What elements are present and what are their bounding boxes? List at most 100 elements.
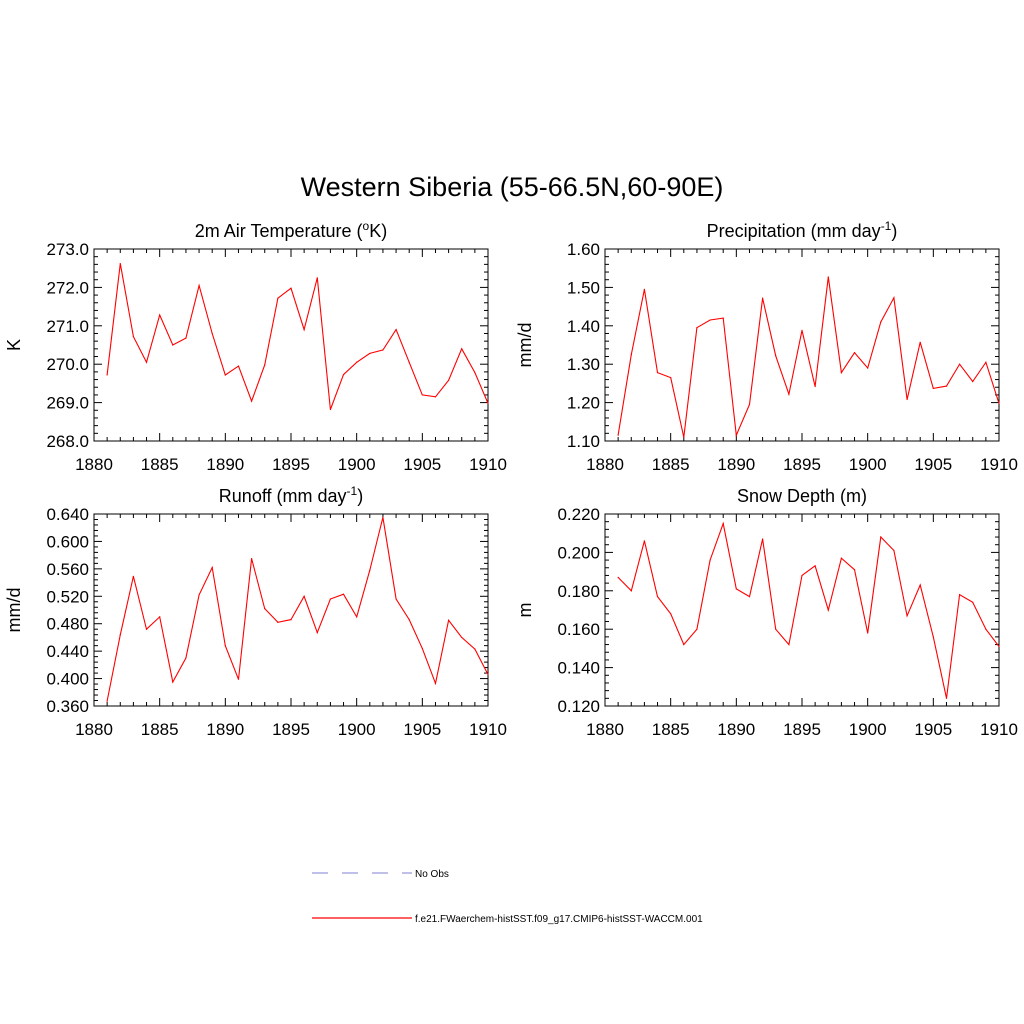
- data-point: [224, 374, 226, 376]
- y-tick-label: 0.600: [46, 532, 89, 551]
- data-point: [461, 636, 463, 639]
- data-point: [474, 372, 476, 374]
- y-axis-label: K: [4, 339, 24, 351]
- chart-runoff: 0.360 0.400 0.440 0.480 0.520 0.560 0.600 0.640…: [4, 484, 507, 739]
- data-point: [709, 319, 711, 321]
- plot-frame: [93, 248, 489, 442]
- y-tick-label: 272.0: [46, 278, 89, 297]
- data-point: [461, 348, 463, 350]
- y-tick-label: 0.200: [557, 543, 600, 562]
- x-tick-label: 1910: [980, 455, 1018, 474]
- y-tick-label: 269.0: [46, 394, 89, 413]
- data-point: [211, 332, 213, 335]
- data-point: [683, 643, 685, 646]
- chart-precip: 1.10 1.20 1.30 1.40 1.50 1.60 1880 1885 1890 1895…: [515, 219, 1018, 474]
- y-tick-label: 1.30: [567, 355, 600, 374]
- data-point: [474, 648, 476, 650]
- y-tick-label: 1.40: [567, 317, 600, 336]
- data-point: [683, 436, 685, 438]
- page-title: Western Siberia (55-66.5N,60-90E): [301, 172, 724, 202]
- data-point: [959, 363, 961, 365]
- chart-title: Runoff (mm day-1): [219, 484, 363, 506]
- y-tick-label: 271.0: [46, 317, 89, 336]
- data-point: [643, 540, 646, 542]
- data-point: [277, 621, 279, 623]
- y-tick-label: 0.220: [557, 505, 600, 524]
- data-point: [237, 365, 240, 367]
- x-tick-label: 1880: [75, 455, 113, 474]
- data-point: [656, 372, 659, 374]
- data-point: [748, 403, 751, 406]
- data-point: [237, 678, 240, 680]
- x-tick-label: 1910: [469, 455, 507, 474]
- y-tick-label: 0.160: [557, 620, 600, 639]
- data-point: [316, 277, 318, 279]
- x-tick-label: 1880: [586, 455, 624, 474]
- data-point: [198, 594, 200, 596]
- data-point: [448, 619, 450, 621]
- data-point: [722, 523, 724, 525]
- data-point: [198, 284, 200, 287]
- data-point: [290, 287, 292, 289]
- y-tick-label: 1.60: [567, 240, 600, 259]
- y-tick-label: 0.400: [46, 670, 89, 689]
- data-point: [172, 344, 174, 346]
- chart-title: Snow Depth (m): [737, 486, 867, 506]
- data-point: [827, 609, 829, 611]
- data-point: [998, 645, 1000, 648]
- data-point: [867, 632, 869, 634]
- data-point: [106, 700, 108, 702]
- x-tick-label: 1910: [980, 720, 1018, 739]
- series-line: [617, 521, 1000, 699]
- data-point: [748, 595, 751, 598]
- data-point: [735, 588, 737, 590]
- data-point: [959, 594, 961, 596]
- x-tick-label: 1890: [206, 720, 244, 739]
- data-point: [316, 632, 318, 634]
- data-point: [421, 647, 423, 650]
- x-tick-label: 1890: [206, 455, 244, 474]
- data-point: [356, 361, 358, 363]
- legend-label: No Obs: [415, 869, 449, 880]
- data-point: [448, 379, 450, 381]
- x-tick-label: 1895: [272, 455, 310, 474]
- x-tick-label: 1905: [403, 720, 441, 739]
- data-point: [132, 575, 134, 578]
- data-point: [814, 385, 816, 388]
- data-point: [172, 681, 174, 683]
- x-tick-label: 1900: [849, 720, 887, 739]
- data-point: [487, 673, 489, 676]
- x-tick-label: 1905: [914, 720, 952, 739]
- data-point: [840, 372, 843, 374]
- data-point: [329, 598, 331, 600]
- data-point: [762, 297, 764, 299]
- data-point: [919, 584, 921, 586]
- x-tick-label: 1895: [272, 720, 310, 739]
- x-tick-label: 1885: [652, 720, 690, 739]
- data-point: [630, 354, 632, 356]
- x-tick-label: 1910: [469, 720, 507, 739]
- x-tick-label: 1880: [75, 720, 113, 739]
- y-axis-label: mm/d: [515, 323, 535, 368]
- data-point: [251, 557, 253, 560]
- series-line: [106, 263, 489, 410]
- data-point: [290, 619, 292, 621]
- data-point: [382, 349, 384, 351]
- data-point: [735, 434, 737, 436]
- data-point: [251, 400, 253, 402]
- data-point: [788, 643, 790, 646]
- plot-frame: [93, 513, 489, 707]
- data-point: [145, 628, 148, 630]
- y-axis-label: mm/d: [4, 588, 24, 633]
- y-tick-label: 0.520: [46, 587, 89, 606]
- data-point: [159, 314, 161, 316]
- data-point: [106, 374, 108, 376]
- data-point: [801, 329, 803, 332]
- data-point: [801, 574, 803, 577]
- y-tick-label: 0.480: [46, 615, 89, 634]
- data-point: [356, 616, 358, 618]
- x-tick-label: 1890: [717, 455, 755, 474]
- data-point: [972, 601, 974, 603]
- x-tick-label: 1900: [338, 720, 376, 739]
- y-tick-label: 0.120: [557, 697, 600, 716]
